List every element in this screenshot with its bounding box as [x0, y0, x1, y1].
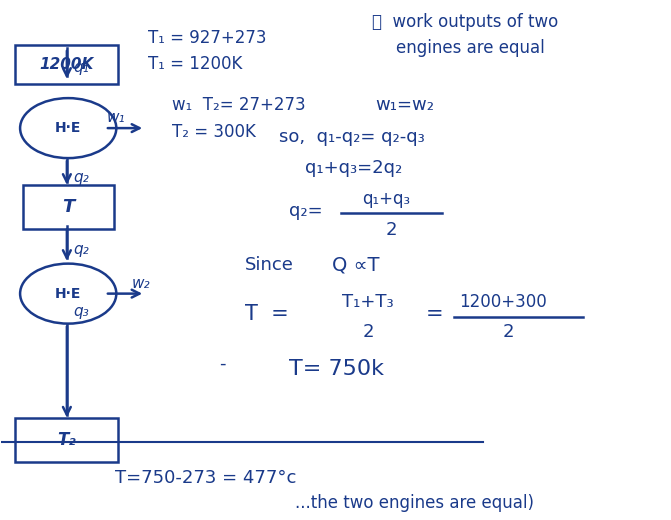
FancyBboxPatch shape: [15, 45, 118, 84]
Text: w₁  T₂= 27+273: w₁ T₂= 27+273: [172, 96, 305, 114]
Text: q₂: q₂: [74, 242, 89, 257]
FancyBboxPatch shape: [15, 418, 118, 462]
Text: T₁ = 1200K: T₁ = 1200K: [148, 56, 243, 73]
Text: 1200+300: 1200+300: [459, 293, 547, 311]
Text: q₃: q₃: [74, 304, 89, 319]
Text: T₁+T₃: T₁+T₃: [342, 293, 394, 311]
Text: 1200K: 1200K: [40, 57, 94, 72]
Text: 2: 2: [503, 323, 514, 342]
Text: q₁+q₃: q₁+q₃: [362, 190, 411, 208]
Text: q₂: q₂: [74, 170, 89, 185]
Text: w₂: w₂: [132, 276, 150, 291]
Text: Ⓐ  work outputs of two: Ⓐ work outputs of two: [372, 13, 558, 31]
Text: q₂=: q₂=: [289, 202, 322, 220]
Text: T₂: T₂: [57, 431, 76, 449]
Text: T₁ = 927+273: T₁ = 927+273: [148, 29, 267, 47]
Text: q₁: q₁: [74, 60, 89, 75]
Text: w₁: w₁: [107, 110, 125, 125]
Text: Q ∝T: Q ∝T: [332, 256, 380, 275]
Text: so,  q₁-q₂= q₂-q₃: so, q₁-q₂= q₂-q₃: [278, 128, 425, 146]
FancyBboxPatch shape: [23, 185, 113, 229]
Ellipse shape: [20, 264, 116, 323]
Text: H·E: H·E: [55, 287, 81, 301]
Text: T=750-273 = 477°c: T=750-273 = 477°c: [115, 469, 297, 487]
Text: 2: 2: [386, 221, 397, 239]
Text: engines are equal: engines are equal: [396, 39, 544, 57]
Text: -: -: [219, 355, 225, 372]
Text: 2: 2: [362, 323, 374, 342]
Text: T= 750k: T= 750k: [289, 359, 384, 379]
Text: T₂ = 300K: T₂ = 300K: [172, 123, 256, 141]
Ellipse shape: [20, 98, 116, 158]
Text: Since: Since: [246, 256, 294, 274]
Text: T  =: T =: [246, 304, 289, 324]
Text: q₁+q₃=2q₂: q₁+q₃=2q₂: [305, 159, 403, 177]
Text: T: T: [62, 198, 74, 216]
Text: H·E: H·E: [55, 121, 81, 135]
Text: ...the two engines are equal): ...the two engines are equal): [295, 494, 534, 512]
Text: w₁=w₂: w₁=w₂: [376, 96, 435, 114]
Text: =: =: [425, 304, 444, 324]
